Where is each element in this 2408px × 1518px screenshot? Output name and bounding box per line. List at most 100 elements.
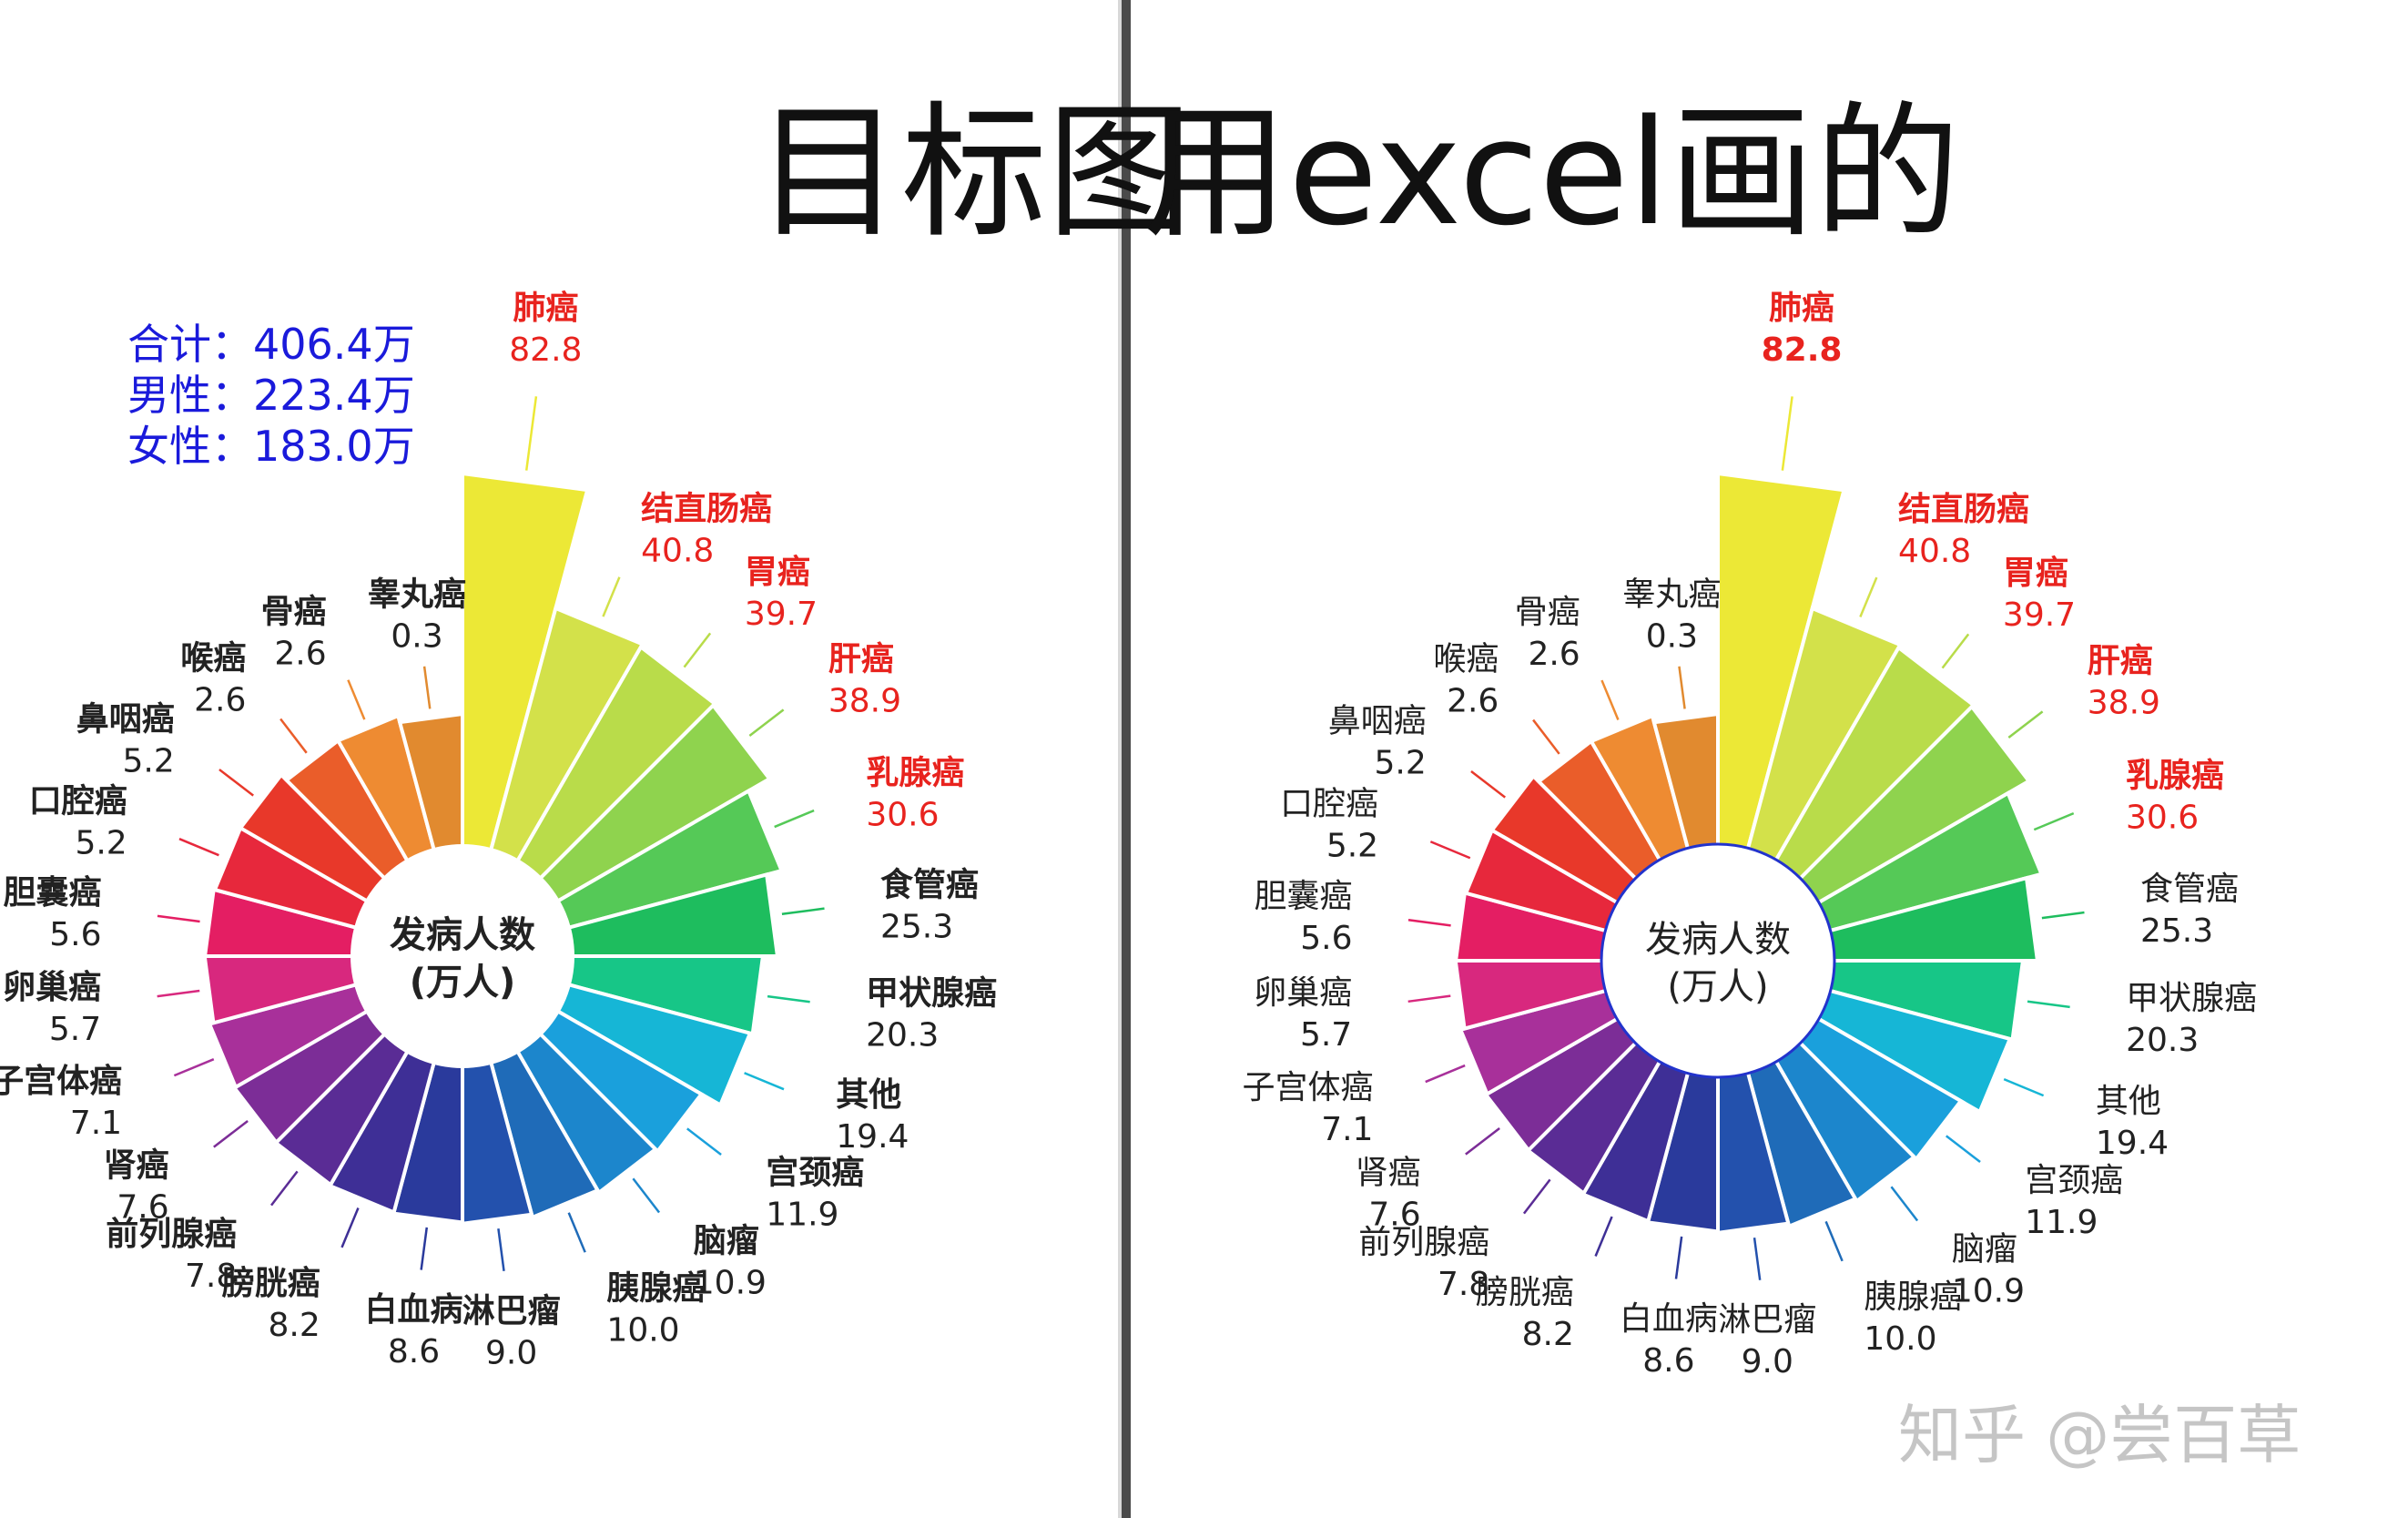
center-label: 发病人数	[390, 914, 535, 956]
category-label: 睾丸癌	[1622, 576, 1721, 613]
leader-line	[781, 907, 825, 916]
summary-totals: 合计：406.4万 男性：223.4万 女性：183.0万	[127, 319, 415, 472]
category-label: 其他	[2096, 1083, 2161, 1120]
center-disk	[1600, 842, 1836, 1079]
value-label: 10.0	[606, 1311, 679, 1349]
category-label: 肝癌	[828, 641, 894, 678]
leader-line	[213, 1120, 249, 1148]
value-label: 5.6	[1300, 920, 1352, 957]
leader-line	[524, 396, 538, 471]
rose-chart-excel: 发病人数 (万人) 肺癌 82.8 结直肠癌 40.8 胃癌 39.7 肝癌 38.9 乳腺癌 30.…	[1242, 290, 2257, 1380]
value-label: 7.1	[1321, 1111, 1373, 1148]
center-disk	[351, 844, 574, 1068]
category-label: 乳腺癌	[866, 754, 964, 791]
category-label: 肝癌	[2088, 643, 2153, 680]
category-label: 卵巢癌	[1254, 974, 1352, 1012]
value-label: 2.6	[194, 681, 246, 718]
leader-line	[2007, 710, 2044, 739]
value-label: 5.7	[49, 1011, 101, 1048]
category-label: 肾癌	[104, 1146, 169, 1184]
value-label: 8.2	[1522, 1316, 1574, 1353]
leader-line	[632, 1177, 661, 1214]
value-label: 40.8	[1898, 533, 1971, 570]
leader-line	[1941, 633, 1970, 669]
summary-total: 合计：406.4万	[127, 320, 415, 369]
value-label: 25.3	[880, 909, 953, 946]
leader-line	[218, 769, 254, 797]
value-label: 5.2	[75, 824, 127, 861]
category-label: 脑瘤	[694, 1223, 759, 1260]
category-label: 甲状腺癌	[2126, 980, 2257, 1017]
leader-line	[279, 718, 308, 754]
category-label: 口腔癌	[29, 782, 127, 820]
category-label: 白血病	[365, 1291, 463, 1329]
leader-line	[1674, 1236, 1683, 1279]
value-label: 2.6	[274, 635, 326, 672]
leader-line	[173, 1058, 215, 1077]
leader-line	[774, 809, 815, 829]
category-label: 喉癌	[180, 639, 246, 677]
category-label: 宫颈癌	[2025, 1162, 2123, 1199]
leader-line	[1407, 994, 1451, 1004]
leader-line	[1522, 1178, 1551, 1215]
value-label: 5.6	[49, 916, 101, 953]
category-label: 前列腺癌	[106, 1216, 237, 1253]
value-label: 82.8	[1762, 331, 1843, 369]
leader-line	[1600, 679, 1620, 720]
leader-line	[602, 576, 621, 617]
excel-heading: 用excel画的	[1143, 87, 1961, 258]
value-label: 19.4	[2096, 1125, 2169, 1162]
category-label: 淋巴瘤	[1718, 1301, 1816, 1339]
category-label: 骨癌	[1515, 594, 1580, 631]
category-label: 食管癌	[880, 867, 979, 904]
leader-line	[1753, 1238, 1762, 1280]
leader-line	[1425, 1064, 1466, 1084]
leader-line	[422, 666, 432, 709]
category-label: 肺癌	[513, 290, 578, 327]
value-label: 38.9	[828, 683, 901, 720]
category-label: 子宫体癌	[1242, 1069, 1373, 1106]
category-label: 睾丸癌	[368, 576, 466, 613]
category-label: 胆囊癌	[1255, 878, 1353, 915]
leader-line	[420, 1227, 429, 1270]
leader-line	[686, 1127, 722, 1156]
category-label: 骨癌	[261, 593, 327, 630]
category-label: 口腔癌	[1280, 786, 1378, 823]
value-label: 20.3	[2126, 1022, 2199, 1059]
leader-line	[347, 679, 366, 720]
category-label: 鼻咽癌	[76, 700, 175, 738]
value-label: 8.6	[388, 1333, 440, 1370]
leader-line	[270, 1170, 299, 1207]
value-label: 9.0	[485, 1334, 537, 1371]
leader-line	[157, 989, 200, 998]
category-label: 肾癌	[1356, 1154, 1421, 1191]
value-label: 30.6	[2126, 799, 2199, 836]
leader-line	[2027, 1000, 2070, 1009]
value-label: 0.3	[391, 617, 442, 655]
category-label: 淋巴瘤	[462, 1292, 561, 1330]
category-label: 乳腺癌	[2126, 757, 2224, 794]
leader-line	[178, 838, 219, 857]
value-label: 7.8	[185, 1258, 237, 1295]
category-label: 白血病	[1620, 1300, 1718, 1338]
category-label: 甲状腺癌	[866, 974, 997, 1012]
value-label: 7.8	[1438, 1266, 1489, 1303]
value-label: 10.9	[1952, 1273, 2025, 1310]
leader-line	[1781, 396, 1793, 471]
category-label: 膀胱癌	[1476, 1274, 1574, 1311]
value-label: 7.6	[117, 1188, 168, 1226]
category-label: 胃癌	[745, 554, 810, 591]
value-label: 11.9	[2025, 1204, 2098, 1241]
leader-line	[744, 1072, 785, 1091]
category-label: 结直肠癌	[641, 490, 772, 527]
watermark: 知乎 @尝百草	[1898, 1398, 2301, 1472]
leader-line	[1594, 1216, 1613, 1257]
category-label: 鼻咽癌	[1328, 702, 1427, 739]
category-label: 其他	[836, 1076, 901, 1114]
center-label: (万人)	[1667, 966, 1768, 1008]
category-label: 胃癌	[2003, 555, 2068, 592]
summary-female: 女性：183.0万	[127, 422, 415, 471]
summary-male: 男性：223.4万	[127, 371, 415, 420]
value-label: 25.3	[2140, 912, 2213, 950]
